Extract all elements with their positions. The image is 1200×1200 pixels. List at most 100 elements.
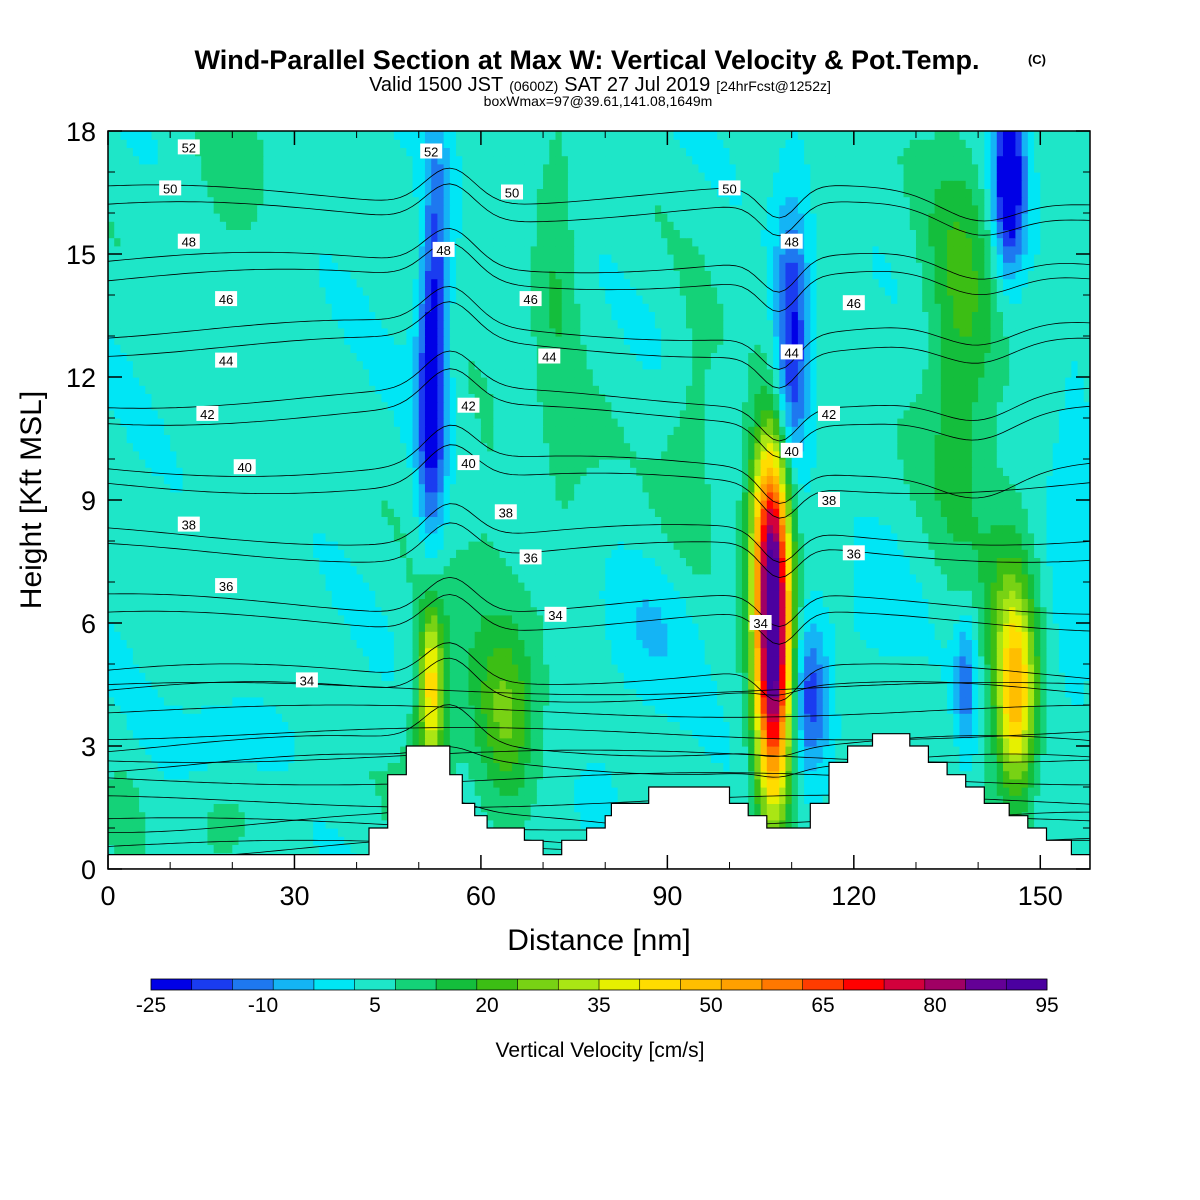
vv-cell bbox=[611, 655, 619, 665]
vv-cell bbox=[586, 696, 594, 706]
vv-cell bbox=[592, 664, 600, 673]
vv-cell bbox=[393, 631, 401, 640]
vv-cell bbox=[797, 737, 805, 747]
vv-cell bbox=[816, 713, 824, 722]
vv-cell bbox=[692, 631, 700, 640]
vv-cell bbox=[369, 705, 376, 714]
vv-cell bbox=[139, 680, 146, 690]
vv-cell bbox=[729, 746, 737, 755]
vv-cell bbox=[922, 664, 930, 673]
vv-cell bbox=[779, 672, 787, 681]
vv-cell bbox=[176, 844, 184, 854]
vv-cell bbox=[114, 680, 122, 690]
vv-cell bbox=[630, 647, 637, 657]
vv-cell bbox=[468, 606, 476, 616]
vv-cell bbox=[145, 721, 153, 731]
vv-cell bbox=[928, 737, 936, 747]
vv-cell bbox=[244, 803, 252, 813]
vv-cell bbox=[120, 623, 128, 632]
vv-cell bbox=[456, 631, 463, 640]
vv-cell bbox=[325, 746, 333, 755]
vv-cell bbox=[1077, 828, 1085, 837]
vv-cell bbox=[375, 778, 383, 788]
vv-cell bbox=[915, 623, 923, 632]
vv-cell bbox=[903, 713, 911, 722]
vv-cell bbox=[984, 705, 992, 714]
vv-cell bbox=[710, 631, 718, 640]
vv-cell bbox=[244, 639, 252, 649]
vv-cell bbox=[319, 623, 327, 632]
vv-cell bbox=[362, 639, 370, 649]
vv-cell bbox=[841, 680, 849, 690]
vv-cell bbox=[698, 631, 706, 640]
vv-cell bbox=[362, 754, 370, 763]
vv-cell bbox=[487, 787, 494, 796]
vv-cell bbox=[773, 705, 780, 714]
vv-cell bbox=[170, 623, 177, 632]
vv-cell bbox=[356, 819, 364, 829]
vv-cell bbox=[524, 828, 532, 837]
vv-cell bbox=[599, 819, 606, 829]
vv-cell bbox=[748, 770, 755, 780]
vv-cell bbox=[561, 713, 569, 722]
vv-cell bbox=[679, 713, 687, 722]
vv-cell bbox=[393, 664, 401, 673]
vv-cell bbox=[524, 754, 532, 763]
vv-cell bbox=[480, 688, 488, 698]
vv-cell bbox=[114, 787, 122, 796]
vv-cell bbox=[779, 721, 787, 731]
vv-cell bbox=[903, 705, 911, 714]
vv-cell bbox=[350, 746, 358, 755]
vv-cell bbox=[1065, 655, 1072, 665]
vv-cell bbox=[654, 737, 662, 747]
vv-cell bbox=[300, 614, 308, 624]
vv-cell bbox=[1058, 713, 1066, 722]
vv-cell bbox=[269, 705, 277, 714]
vv-cell bbox=[580, 705, 588, 714]
vv-cell bbox=[543, 811, 550, 821]
vv-cell bbox=[132, 729, 140, 739]
vv-cell bbox=[971, 688, 979, 698]
vv-cell bbox=[163, 647, 171, 657]
vv-cell bbox=[1052, 623, 1060, 632]
vv-cell bbox=[847, 639, 855, 649]
vv-cell bbox=[580, 762, 588, 772]
vv-cell bbox=[238, 746, 246, 755]
vv-cell bbox=[201, 623, 209, 632]
vv-cell bbox=[499, 606, 507, 616]
vv-cell bbox=[381, 639, 389, 649]
vv-cell bbox=[686, 713, 693, 722]
vv-cell bbox=[176, 828, 184, 837]
vv-cell bbox=[400, 746, 407, 755]
vv-cell bbox=[1027, 680, 1035, 690]
vv-cell bbox=[623, 754, 631, 763]
vv-cell bbox=[238, 614, 246, 624]
vv-cell bbox=[257, 672, 264, 681]
vv-cell bbox=[990, 696, 998, 706]
vv-cell bbox=[599, 672, 606, 681]
vv-cell bbox=[704, 729, 712, 739]
vv-cell bbox=[1034, 819, 1041, 829]
vv-cell bbox=[611, 795, 619, 804]
vv-cell bbox=[804, 696, 811, 706]
vv-cell bbox=[176, 762, 184, 772]
vv-cell bbox=[1083, 762, 1090, 772]
vv-cell bbox=[741, 647, 749, 657]
vv-cell bbox=[797, 729, 805, 739]
vv-cell bbox=[139, 844, 146, 854]
vv-cell bbox=[263, 754, 271, 763]
vv-cell bbox=[617, 705, 625, 714]
vv-cell bbox=[132, 680, 140, 690]
vv-cell bbox=[729, 623, 737, 632]
vv-cell bbox=[350, 811, 358, 821]
vv-cell bbox=[996, 746, 1004, 755]
vv-cell bbox=[499, 672, 507, 681]
vv-cell bbox=[555, 762, 563, 772]
vv-cell bbox=[356, 787, 364, 796]
vv-cell bbox=[735, 631, 743, 640]
vv-cell bbox=[275, 754, 283, 763]
vv-cell bbox=[400, 623, 407, 632]
vv-cell bbox=[294, 606, 302, 616]
vv-cell bbox=[580, 655, 588, 665]
